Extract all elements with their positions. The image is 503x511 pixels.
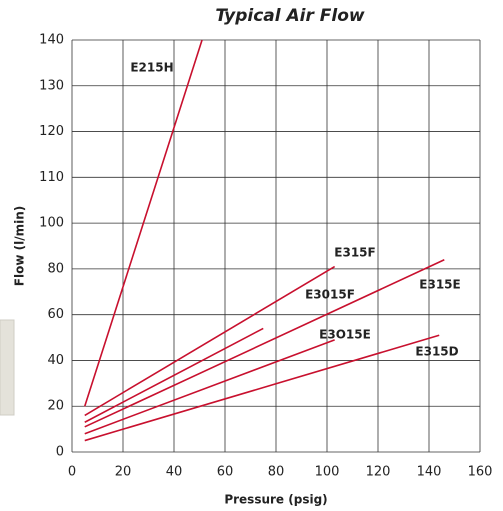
- y-tick-label: 130: [39, 78, 64, 93]
- y-tick-label: 140: [39, 33, 64, 48]
- x-tick-label: 40: [166, 465, 183, 480]
- series-label: E315F: [334, 246, 375, 260]
- chart-title: Typical Air Flow: [215, 6, 365, 26]
- x-tick-label: 60: [217, 465, 234, 480]
- series-label: E215H: [130, 61, 173, 75]
- y-tick-label: 100: [39, 216, 64, 231]
- x-tick-label: 100: [315, 465, 340, 480]
- x-axis-label: Pressure (psig): [224, 493, 327, 507]
- y-tick-label: 80: [47, 261, 64, 276]
- y-tick-label: 20: [47, 399, 64, 414]
- series-label: E3O15E: [319, 328, 371, 342]
- y-tick-label: 110: [39, 170, 64, 185]
- series-line: [84, 265, 336, 417]
- y-tick-label: 60: [47, 307, 64, 322]
- series-line: [84, 327, 264, 423]
- x-tick-label: 120: [366, 465, 391, 480]
- series-label: E3015F: [305, 288, 355, 302]
- x-tick-label: 160: [468, 465, 493, 480]
- x-tick-label: 0: [68, 465, 76, 480]
- series-line: [84, 339, 335, 435]
- y-tick-label: 0: [56, 445, 64, 460]
- y-axis-label: Flow (l/min): [13, 206, 27, 286]
- series-line: [84, 259, 445, 428]
- series-line: [83, 39, 203, 407]
- series-label: E315E: [419, 278, 460, 292]
- x-tick-label: 140: [417, 465, 442, 480]
- series-label: E315D: [415, 345, 458, 359]
- product-image: [0, 319, 15, 416]
- y-tick-label: 120: [39, 124, 64, 139]
- series-line: [84, 334, 440, 442]
- y-tick-label: 40: [47, 353, 64, 368]
- x-tick-label: 80: [268, 465, 285, 480]
- x-tick-label: 20: [115, 465, 132, 480]
